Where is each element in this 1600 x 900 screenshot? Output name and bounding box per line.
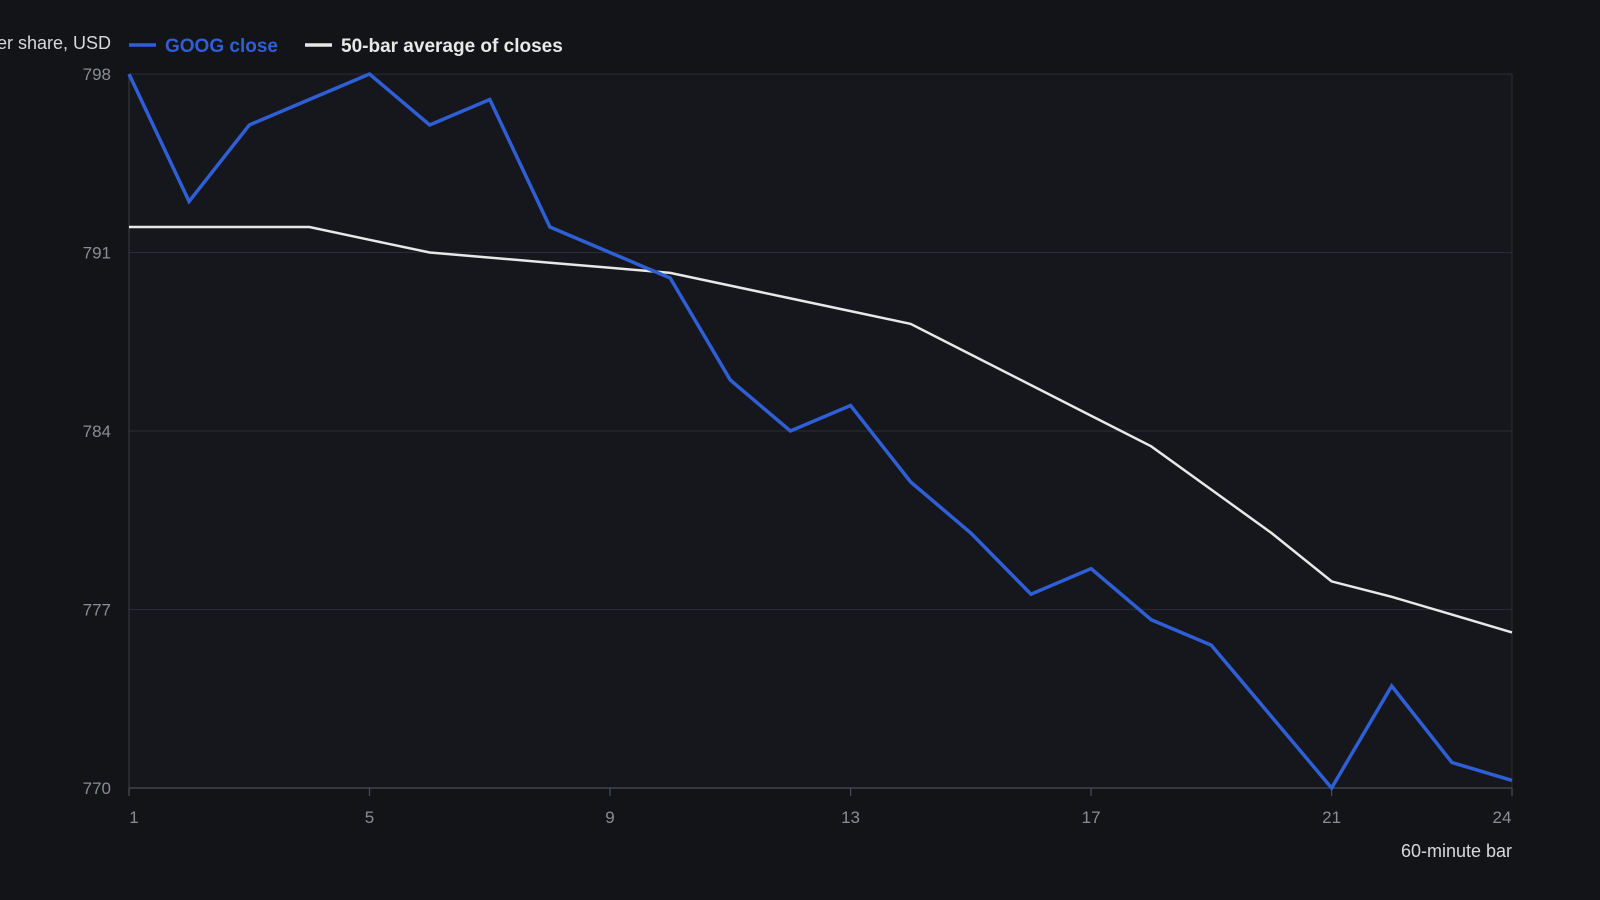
- x-tick-label-17: 17: [1082, 808, 1101, 827]
- y-axis-label: Price per share, USD: [0, 33, 111, 53]
- x-tick-label-9: 9: [605, 808, 614, 827]
- x-tick-labels: 1 5 9 13 17 21 24: [129, 808, 1511, 827]
- y-tick-label-798: 798: [83, 65, 111, 84]
- x-tick-label-24: 24: [1493, 808, 1512, 827]
- x-tick-label-1: 1: [129, 808, 138, 827]
- y-tick-label-784: 784: [83, 422, 111, 441]
- legend-label-goog-close: GOOG close: [165, 36, 278, 57]
- series-line-goog-close: [127, 71, 1513, 792]
- axes: [128, 74, 1513, 796]
- y-tick-label-770: 770: [83, 779, 111, 798]
- y-tick-label-791: 791: [83, 244, 111, 263]
- series-lines: [127, 71, 1513, 792]
- x-tick-label-5: 5: [365, 808, 374, 827]
- legend-label-average: 50-bar average of closes: [341, 36, 563, 57]
- x-tick-label-21: 21: [1322, 808, 1341, 827]
- series-line-average: [129, 225, 1513, 634]
- y-tick-labels: 770 777 784 791 798: [83, 65, 111, 798]
- x-tick-label-13: 13: [841, 808, 860, 827]
- y-tick-label-777: 777: [83, 601, 111, 620]
- x-axis-label: 60-minute bar: [1401, 841, 1512, 861]
- legend: GOOG close 50-bar average of closes: [129, 36, 563, 57]
